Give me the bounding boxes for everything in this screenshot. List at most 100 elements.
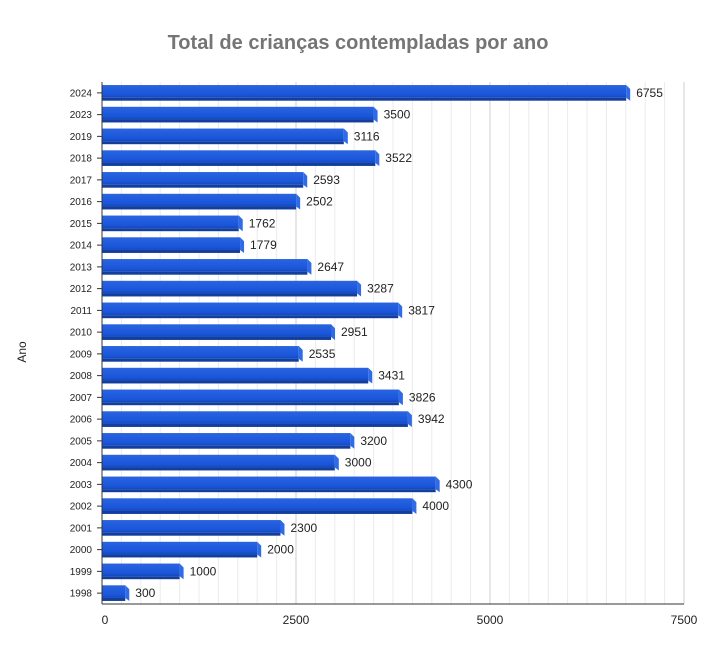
x-tick-label-5000: 5000 bbox=[477, 613, 504, 627]
bar-2005 bbox=[102, 433, 355, 449]
bar-2016 bbox=[102, 193, 301, 210]
bar-face bbox=[102, 563, 180, 577]
bar-shadow bbox=[102, 445, 351, 449]
data-label-2010: 2951 bbox=[341, 325, 368, 339]
data-label-2000: 2000 bbox=[267, 543, 294, 557]
bar-shadow bbox=[102, 97, 627, 101]
bar-shadow bbox=[102, 141, 344, 145]
data-label-2003: 4300 bbox=[446, 477, 473, 491]
bar-shadow bbox=[102, 402, 399, 406]
bar-2003 bbox=[102, 476, 440, 493]
grid bbox=[120, 82, 685, 604]
bar-shadow bbox=[102, 554, 258, 558]
y-tick-label-2002: 2002 bbox=[70, 502, 93, 513]
bar-face bbox=[102, 498, 413, 511]
bar-2006 bbox=[102, 411, 412, 427]
y-tick-label-2016: 2016 bbox=[70, 197, 93, 208]
y-tick-label-2006: 2006 bbox=[70, 415, 93, 426]
data-label-2018: 3522 bbox=[385, 151, 412, 165]
bar-face bbox=[102, 215, 239, 229]
data-label-2009: 2535 bbox=[309, 347, 336, 361]
data-label-2004: 3000 bbox=[345, 456, 372, 470]
data-label-2012: 3287 bbox=[367, 282, 394, 296]
bar-shadow bbox=[102, 228, 239, 232]
bar-1999 bbox=[102, 563, 184, 580]
data-label-2013: 2647 bbox=[317, 260, 344, 274]
bar-face bbox=[102, 411, 408, 424]
bar-face bbox=[102, 520, 281, 533]
y-tick-label-1999: 1999 bbox=[70, 567, 93, 578]
data-label-2011: 3817 bbox=[408, 303, 435, 317]
bar-2011 bbox=[102, 302, 403, 319]
bar-face bbox=[102, 193, 297, 207]
bar-2018 bbox=[102, 150, 380, 166]
bar-2009 bbox=[102, 346, 303, 362]
data-label-2019: 3116 bbox=[354, 129, 380, 143]
bar-2002 bbox=[102, 498, 417, 514]
x-tick-label-0: 0 bbox=[102, 613, 109, 627]
data-labels: 6755 3500 3116 3522 2593 2502 1762 1779 2647 3287… bbox=[135, 86, 663, 600]
y-tick-label-2004: 2004 bbox=[70, 458, 93, 469]
data-label-2007: 3826 bbox=[409, 390, 436, 404]
bar-face bbox=[102, 128, 344, 142]
data-label-2005: 3200 bbox=[360, 434, 387, 448]
bar-shadow bbox=[102, 576, 180, 580]
bar-shadow bbox=[102, 467, 335, 471]
bar-2024 bbox=[102, 85, 631, 101]
bar-face bbox=[102, 367, 369, 381]
bar-2010 bbox=[102, 324, 335, 340]
bar-shadow bbox=[102, 380, 369, 384]
bar-face bbox=[102, 324, 331, 337]
bar-2012 bbox=[102, 280, 362, 297]
bar-2001 bbox=[102, 520, 285, 536]
y-tick-label-2018: 2018 bbox=[70, 154, 93, 165]
bar-shadow bbox=[102, 271, 308, 275]
bar-face bbox=[102, 237, 241, 250]
data-label-2006: 3942 bbox=[418, 412, 445, 426]
bar-shadow bbox=[102, 597, 126, 601]
bar-2013 bbox=[102, 259, 312, 275]
data-label-1998: 300 bbox=[135, 586, 155, 600]
y-tick-label-2023: 2023 bbox=[70, 110, 93, 121]
y-tick-label-2005: 2005 bbox=[70, 436, 93, 447]
x-tick-label-2500: 2500 bbox=[283, 613, 310, 627]
data-label-2014: 1779 bbox=[250, 238, 277, 252]
bar-2015 bbox=[102, 215, 243, 232]
bar-face bbox=[102, 150, 376, 163]
bar-face bbox=[102, 106, 374, 120]
bar-2004 bbox=[102, 454, 339, 471]
bar-shadow bbox=[102, 206, 297, 210]
bar-shadow bbox=[102, 510, 413, 514]
bar-face bbox=[102, 585, 126, 598]
bar-2014 bbox=[102, 237, 245, 253]
y-tick-label-2015: 2015 bbox=[70, 219, 93, 230]
bars bbox=[102, 85, 631, 601]
bar-face bbox=[102, 259, 308, 272]
data-label-2001: 2300 bbox=[290, 521, 317, 535]
y-tick-label-2000: 2000 bbox=[70, 545, 93, 556]
bar-face bbox=[102, 433, 351, 446]
data-label-2024: 6755 bbox=[636, 86, 663, 100]
y-tick-label-2024: 2024 bbox=[70, 88, 93, 99]
bar-shadow bbox=[102, 336, 331, 340]
bar-face bbox=[102, 454, 335, 468]
bar-shadow bbox=[102, 489, 436, 493]
bar-face bbox=[102, 476, 436, 490]
bar-face bbox=[102, 541, 258, 555]
data-label-1999: 1000 bbox=[190, 564, 217, 578]
bar-shadow bbox=[102, 532, 281, 536]
bar-2007 bbox=[102, 389, 403, 406]
y-tick-label-2007: 2007 bbox=[70, 393, 93, 404]
y-tick-label-2003: 2003 bbox=[70, 480, 93, 491]
y-tick-label-2009: 2009 bbox=[70, 349, 93, 360]
bar-2008 bbox=[102, 367, 373, 384]
y-tick-label-1998: 1998 bbox=[70, 589, 93, 600]
bar-1998 bbox=[102, 585, 130, 601]
data-label-2015: 1762 bbox=[249, 216, 276, 230]
y-tick-label-2013: 2013 bbox=[70, 262, 93, 273]
bar-shadow bbox=[102, 358, 299, 362]
bar-shadow bbox=[102, 293, 358, 297]
data-label-2002: 4000 bbox=[422, 499, 449, 513]
